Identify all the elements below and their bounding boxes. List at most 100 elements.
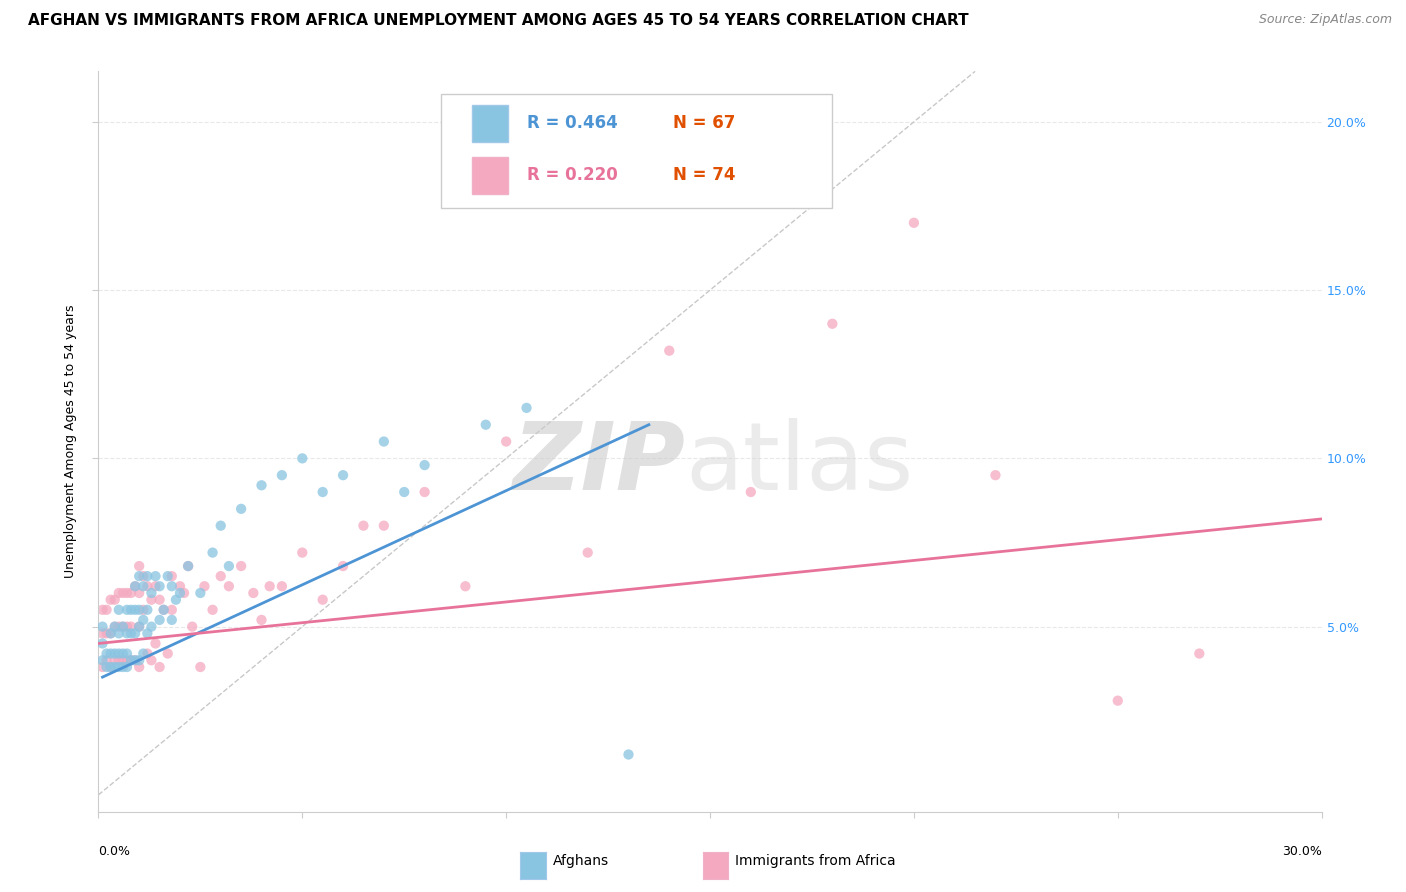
Text: N = 67: N = 67 [673,114,735,132]
Point [259,579,281,593]
Point [156,647,179,661]
Point [100,626,122,640]
FancyBboxPatch shape [441,94,832,209]
Point [100,592,122,607]
Text: Afghans: Afghans [553,854,609,868]
Point [270,579,294,593]
Point [104,619,127,633]
Point [128,653,150,667]
Point [149,579,172,593]
Point [132,647,155,661]
Point [124,579,146,593]
Point [132,569,155,583]
Point [291,451,314,466]
Point [413,485,436,500]
Point [108,660,131,674]
Point [120,653,142,667]
Point [128,586,150,600]
Point [91,603,114,617]
Point [120,603,142,617]
Text: R = 0.220: R = 0.220 [526,166,617,184]
Point [160,579,183,593]
Point [270,468,294,483]
Point [141,586,163,600]
Bar [471,156,508,194]
Point [1188,647,1211,661]
Point [124,653,146,667]
Text: R = 0.464: R = 0.464 [526,114,617,132]
Point [115,619,138,633]
Point [120,586,142,600]
Point [160,613,183,627]
Point [115,660,138,674]
Point [373,518,395,533]
Point [128,619,150,633]
Y-axis label: Unemployment Among Ages 45 to 54 years: Unemployment Among Ages 45 to 54 years [63,305,77,578]
Point [160,603,183,617]
Point [209,569,232,583]
Point [250,478,273,492]
Point [115,626,138,640]
Text: R = 0.464: R = 0.464 [526,114,617,132]
Point [108,647,131,661]
Point [128,559,150,574]
Point [91,636,114,650]
Point [104,653,127,667]
Point [136,569,159,583]
Point [173,586,195,600]
Point [141,619,163,633]
Point [124,579,146,593]
Point [120,626,142,640]
Point [91,619,114,633]
Point [111,660,134,674]
Point [132,613,155,627]
Point [658,343,681,358]
Text: N = 74: N = 74 [673,166,735,184]
Point [104,592,127,607]
Point [332,468,354,483]
Point [156,569,179,583]
Point [96,603,118,617]
Point [332,559,354,574]
Point [91,660,114,674]
Point [145,579,167,593]
Point [149,660,172,674]
Point [218,559,240,574]
Point [100,660,122,674]
Point [128,569,150,583]
Point [291,545,314,560]
Text: atlas: atlas [686,417,914,509]
Bar [471,104,508,142]
Point [108,619,131,633]
Point [740,485,762,500]
Point [128,660,150,674]
Point [100,626,122,640]
Text: N = 67: N = 67 [673,114,735,132]
Point [373,434,395,449]
Point [108,626,131,640]
Point [108,653,131,667]
Point [96,626,118,640]
Point [128,603,150,617]
Point [104,660,127,674]
Point [91,626,114,640]
Point [231,501,253,516]
Point [181,619,204,633]
Point [617,747,640,762]
Text: 30.0%: 30.0% [1282,846,1322,858]
Point [141,653,163,667]
Point [352,518,374,533]
Text: 0.0%: 0.0% [98,846,131,858]
Point [115,586,138,600]
Point [136,626,159,640]
Point [100,647,122,661]
Point [120,619,142,633]
Point [152,603,174,617]
Point [145,636,167,650]
Point [124,603,146,617]
Text: AFGHAN VS IMMIGRANTS FROM AFRICA UNEMPLOYMENT AMONG AGES 45 TO 54 YEARS CORRELAT: AFGHAN VS IMMIGRANTS FROM AFRICA UNEMPLO… [28,13,969,29]
Point [111,653,134,667]
Text: R = 0.220: R = 0.220 [526,166,617,184]
Point [96,653,118,667]
Point [120,653,142,667]
